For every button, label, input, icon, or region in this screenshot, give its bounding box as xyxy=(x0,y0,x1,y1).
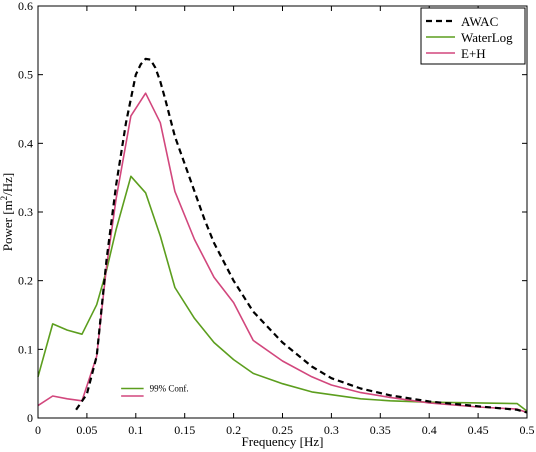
x-tick-label: 0.25 xyxy=(272,423,293,437)
annotation-layer: 99% Conf. xyxy=(121,383,189,397)
x-tick-label: 0.15 xyxy=(174,423,195,437)
legend-box xyxy=(420,7,526,65)
series-line-awac xyxy=(75,57,528,414)
conf-interval-label: 99% Conf. xyxy=(150,383,189,393)
x-tick-label: 0.45 xyxy=(468,423,489,437)
legend-label: AWAC xyxy=(461,14,498,29)
x-tick-label: 0.05 xyxy=(76,423,97,437)
series-line-waterlog xyxy=(37,175,528,412)
x-tick-label: 0.2 xyxy=(226,423,241,437)
y-tick-label: 0.5 xyxy=(18,68,33,82)
y-tick-label: 0 xyxy=(27,411,33,425)
x-tick-label: 0.3 xyxy=(324,423,339,437)
x-tick-label: 0 xyxy=(35,423,41,437)
y-axis-label-superscript: 2 xyxy=(0,196,9,201)
y-axis-label: Power [m2/Hz] xyxy=(0,173,15,252)
series-layer xyxy=(37,57,528,414)
legend-label: E+H xyxy=(461,46,486,61)
x-tick-label: 0.1 xyxy=(128,423,143,437)
legend-label: WaterLog xyxy=(461,30,513,45)
y-tick-label: 0.4 xyxy=(18,136,33,150)
y-tick-label: 0.1 xyxy=(18,342,33,356)
y-tick-label: 0.3 xyxy=(18,205,33,219)
x-axis-label: Frequency [Hz] xyxy=(242,434,324,449)
x-tick-label: 0.35 xyxy=(370,423,391,437)
y-tick-label: 0.2 xyxy=(18,274,33,288)
y-axis-label-suffix: /Hz] xyxy=(0,173,15,196)
ticks-layer: 0 0.05 0.1 0.15 0.2 0.25 0.3 0.35 0.4 0.45 0.5 0 0.1… xyxy=(18,0,535,437)
x-tick-label: 0.5 xyxy=(520,423,535,437)
plot-area xyxy=(38,6,527,418)
y-axis-label-prefix: Power [m xyxy=(0,200,15,251)
x-tick-label: 0.4 xyxy=(422,423,437,437)
y-tick-label: 0.6 xyxy=(18,0,33,13)
